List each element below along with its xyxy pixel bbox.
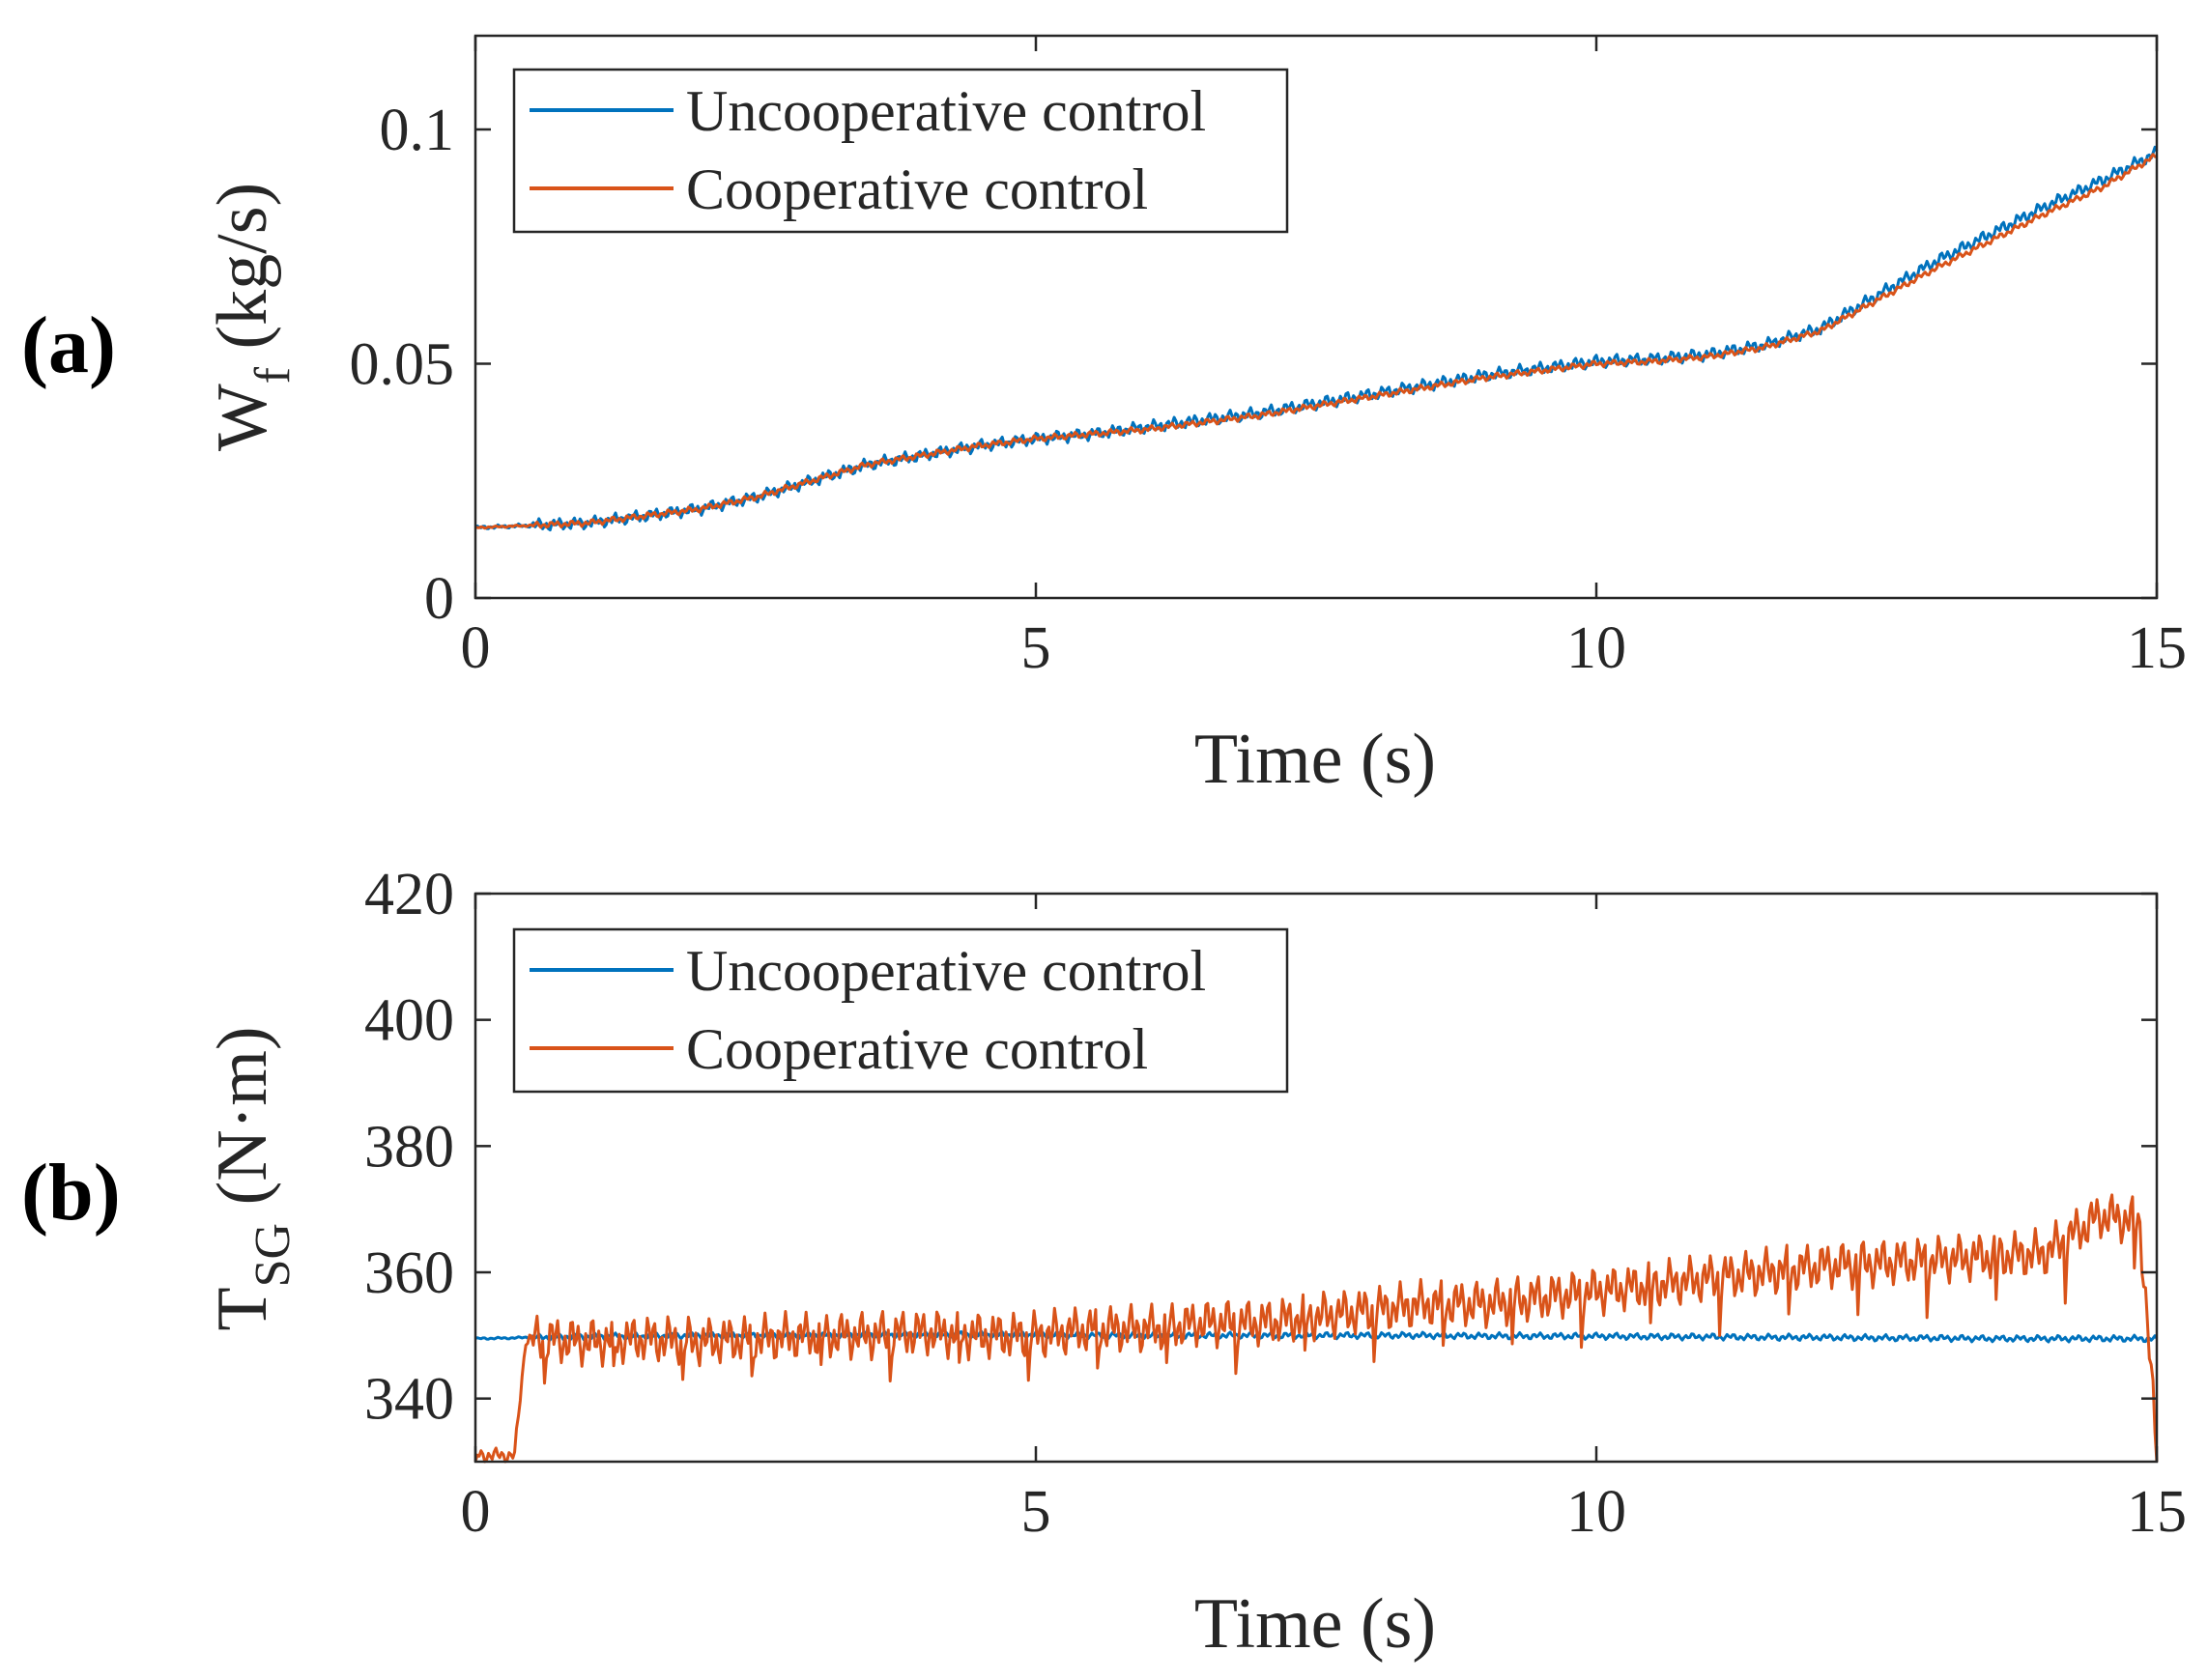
panel-label-a: (a) <box>21 300 116 390</box>
legend-label-a-cooperative: Cooperative control <box>686 157 1148 221</box>
y-axis-label-b-unit: (N·m) <box>203 1026 282 1222</box>
x-tick-label-b: 15 <box>2127 1479 2187 1545</box>
y-tick-label-a: 0.05 <box>350 332 455 398</box>
y-axis-label-a-unit: (kg/s) <box>203 183 282 367</box>
legend-label-b-cooperative: Cooperative control <box>686 1017 1148 1081</box>
y-axis-label-a-sub: f <box>245 366 301 384</box>
x-tick-label-a: 15 <box>2127 615 2187 681</box>
y-axis-label-a-main: W <box>203 384 282 451</box>
x-tick-label-b: 10 <box>1566 1479 1626 1545</box>
legend-a: Uncooperative control Cooperative contro… <box>512 68 1289 234</box>
y-axis-label-b-main: T <box>203 1287 282 1330</box>
series-line-a-cooperative <box>474 153 2158 530</box>
y-axis-label-b-sub: SG <box>245 1223 301 1287</box>
y-tick-label-a: 0 <box>424 566 454 632</box>
y-tick-label-b: 400 <box>364 988 454 1054</box>
series-line-b-uncooperative <box>474 1329 2159 1344</box>
chart-panel-a: (a) 0 5 10 15 0 0.05 0.1 Time (s) Wf (kg/s) Un… <box>21 34 2187 799</box>
x-tick-label-a: 5 <box>1021 615 1051 681</box>
plot-area-b <box>473 1193 2159 1464</box>
ticks-b: 0 5 10 15 340 360 380 400 420 <box>364 862 2187 1545</box>
y-tick-label-a: 0.1 <box>380 98 455 163</box>
x-axis-label-b: Time (s) <box>1194 1584 1436 1664</box>
plot-area-a <box>473 145 2159 532</box>
x-tick-label-a: 10 <box>1566 615 1626 681</box>
legend-b: Uncooperative control Cooperative contro… <box>512 927 1289 1094</box>
y-axis-label-b: TSG (N·m) <box>203 1026 301 1330</box>
legend-box-a <box>512 68 1289 234</box>
series-line-b-cooperative <box>473 1193 2159 1464</box>
y-tick-label-b: 380 <box>364 1114 454 1180</box>
ticks-a: 0 5 10 15 0 0.05 0.1 <box>350 36 2187 681</box>
y-tick-label-b: 420 <box>364 862 454 927</box>
axes-box-b <box>473 892 2159 1464</box>
x-tick-label-b: 0 <box>461 1479 491 1545</box>
x-tick-label-a: 0 <box>461 615 491 681</box>
y-tick-label-b: 340 <box>364 1367 454 1433</box>
legend-label-a-uncooperative: Uncooperative control <box>686 79 1206 143</box>
legend-label-b-uncooperative: Uncooperative control <box>686 939 1206 1003</box>
legend-box-b <box>512 927 1289 1094</box>
x-tick-label-b: 5 <box>1021 1479 1051 1545</box>
axes-box-a <box>473 34 2159 600</box>
chart-panel-b: (b) 0 5 10 15 340 360 380 400 420 Time (s) TSG (… <box>21 862 2187 1664</box>
y-axis-label-a: Wf (kg/s) <box>203 183 301 451</box>
x-axis-label-a: Time (s) <box>1194 720 1436 799</box>
panel-label-b: (b) <box>21 1148 121 1238</box>
y-tick-label-b: 360 <box>364 1240 454 1306</box>
